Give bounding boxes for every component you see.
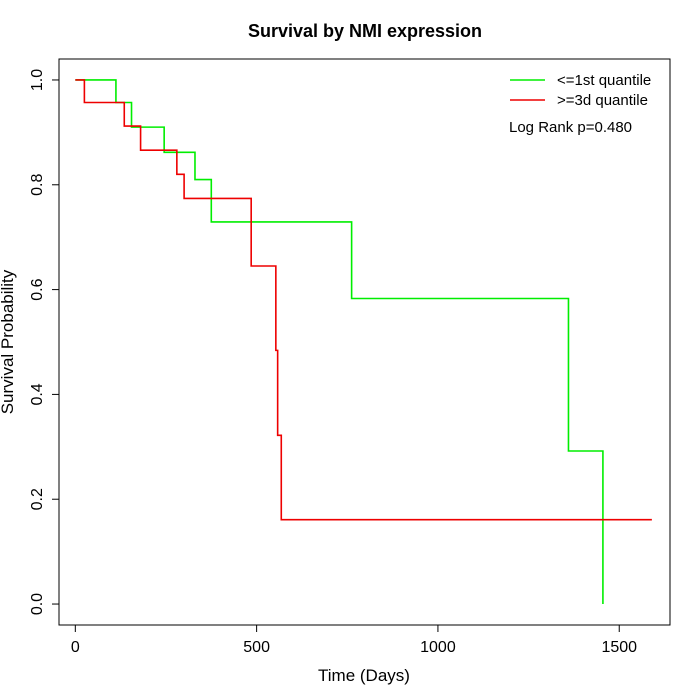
x-axis: 0 500 1000 1500 [71,624,637,656]
series-line-1 [75,79,604,605]
y-tick-label: 0.4 [29,383,46,405]
legend-label-2: >=3d quantile [557,92,648,109]
y-tick-label: 1.0 [29,69,46,91]
log-rank-annotation: Log Rank p=0.480 [509,119,632,136]
y-tick-label: 0.6 [29,278,46,300]
legend: <=1st quantile >=3d quantile [510,72,651,109]
y-axis-label: Survival Probability [0,269,17,414]
chart-title: Survival by NMI expression [248,21,482,41]
x-tick-label: 0 [71,639,80,656]
series-layer [75,79,652,605]
y-tick-label: 0.2 [29,488,46,510]
y-axis: 0.0 0.2 0.4 0.6 0.8 1.0 [29,69,60,615]
x-tick-label: 1500 [601,639,637,656]
series-line-2 [75,79,652,521]
y-tick-label: 0.0 [29,593,46,615]
legend-label-1: <=1st quantile [557,72,651,89]
x-axis-label: Time (Days) [318,666,410,685]
y-tick-label: 0.8 [29,174,46,196]
x-tick-label: 500 [243,639,270,656]
x-tick-label: 1000 [420,639,456,656]
